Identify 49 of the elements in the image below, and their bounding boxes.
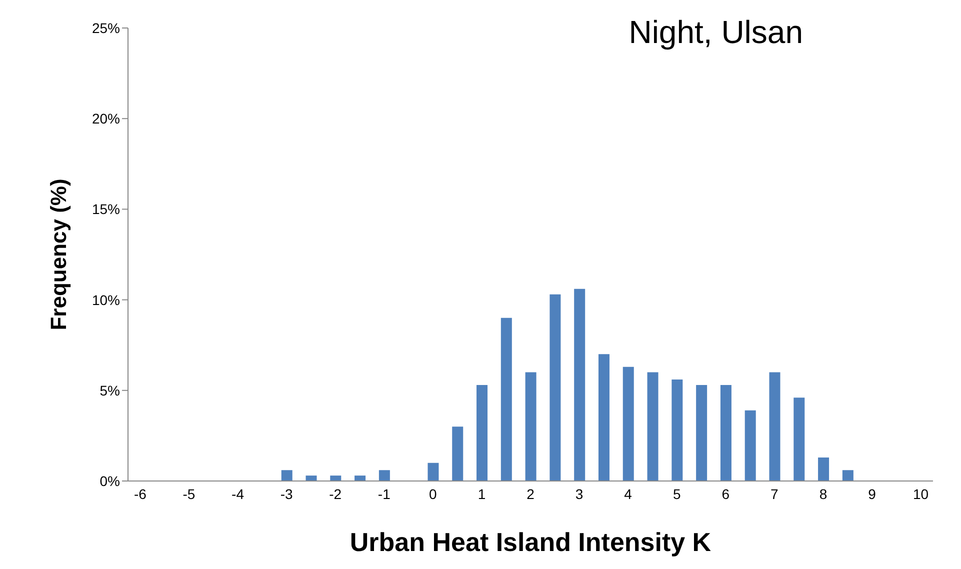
x-tick-label: 2 bbox=[526, 486, 535, 502]
x-tick-label: 10 bbox=[913, 486, 929, 502]
x-tick-label: -1 bbox=[378, 486, 391, 502]
bar bbox=[818, 457, 830, 481]
bar bbox=[794, 398, 805, 481]
y-tick-label: 5% bbox=[100, 382, 120, 398]
x-tick-label: 8 bbox=[819, 486, 828, 502]
x-tick-label: -3 bbox=[280, 486, 293, 502]
bar bbox=[281, 470, 292, 481]
bar bbox=[842, 470, 854, 481]
x-tick-label: 4 bbox=[624, 486, 632, 502]
bar bbox=[550, 294, 561, 481]
x-tick-label: -5 bbox=[182, 486, 196, 502]
y-tick-label: 25% bbox=[92, 20, 120, 36]
x-tick-label: -4 bbox=[232, 486, 244, 502]
x-tick-label: -2 bbox=[329, 486, 342, 502]
y-tick-label: 20% bbox=[92, 110, 120, 127]
x-tick-label: 9 bbox=[868, 486, 876, 502]
bar bbox=[476, 384, 488, 481]
bar bbox=[720, 384, 732, 481]
x-tick-label: 5 bbox=[672, 486, 681, 502]
bar bbox=[500, 318, 512, 481]
y-axis-title: Frequency (%) bbox=[46, 178, 71, 330]
x-tick-label: 0 bbox=[429, 486, 438, 502]
bar bbox=[330, 476, 342, 481]
x-tick-label: 6 bbox=[722, 486, 730, 502]
bar bbox=[525, 372, 536, 481]
bar bbox=[574, 288, 586, 481]
bar bbox=[378, 470, 390, 481]
bar bbox=[672, 380, 683, 481]
bar bbox=[598, 354, 610, 481]
bar bbox=[696, 384, 708, 481]
x-tick-label: 7 bbox=[770, 486, 779, 502]
bar bbox=[428, 462, 439, 481]
x-axis-title: Urban Heat Island Intensity K bbox=[350, 527, 712, 557]
bar bbox=[647, 372, 658, 481]
bar bbox=[744, 410, 756, 481]
bar bbox=[622, 366, 634, 481]
bar bbox=[306, 476, 317, 481]
x-tick-label: -6 bbox=[134, 486, 147, 502]
chart-title: Night, Ulsan bbox=[628, 14, 803, 51]
x-tick-label: 3 bbox=[575, 486, 584, 502]
x-tick-label: 1 bbox=[478, 486, 486, 502]
y-tick-label: 0% bbox=[100, 472, 120, 489]
bar bbox=[452, 426, 464, 481]
y-tick-label: 10% bbox=[92, 292, 120, 308]
bar bbox=[769, 372, 780, 481]
y-tick-label: 15% bbox=[92, 201, 120, 218]
bar bbox=[354, 476, 366, 481]
